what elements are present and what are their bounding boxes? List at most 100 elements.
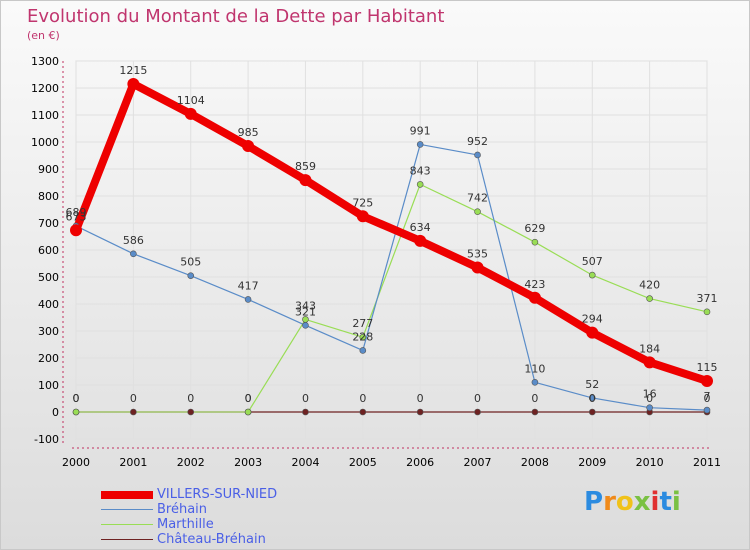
data-point bbox=[646, 404, 653, 411]
data-point bbox=[528, 291, 541, 304]
data-label: 505 bbox=[180, 256, 201, 269]
logo-letter: i bbox=[650, 487, 660, 517]
data-label: 535 bbox=[467, 248, 488, 261]
data-label: 0 bbox=[302, 392, 309, 405]
x-tick-label: 2007 bbox=[464, 456, 492, 469]
data-point bbox=[187, 408, 195, 416]
data-point bbox=[471, 261, 484, 274]
data-label: 417 bbox=[238, 279, 259, 292]
legend-label: VILLERS-SUR-NIED bbox=[157, 487, 278, 502]
data-point bbox=[646, 295, 653, 302]
data-label: 184 bbox=[639, 342, 660, 355]
y-tick-label: 500 bbox=[38, 271, 59, 284]
y-tick-label: 0 bbox=[52, 406, 59, 419]
data-label: 343 bbox=[295, 299, 316, 312]
data-point bbox=[703, 308, 711, 316]
legend-swatch bbox=[101, 539, 153, 540]
data-point bbox=[130, 408, 137, 416]
data-point bbox=[531, 378, 539, 386]
data-point bbox=[703, 406, 711, 414]
data-label: 115 bbox=[697, 361, 718, 374]
legend-label: Marthille bbox=[157, 517, 214, 532]
y-tick-label: 700 bbox=[38, 217, 59, 230]
data-label: 0 bbox=[589, 392, 596, 405]
legend-swatch bbox=[101, 509, 153, 510]
data-label: 0 bbox=[474, 392, 481, 405]
data-point bbox=[531, 238, 539, 246]
y-tick-label: 900 bbox=[38, 163, 59, 176]
y-tick-label: -100 bbox=[34, 433, 59, 446]
data-point bbox=[70, 224, 82, 237]
x-tick-label: 2006 bbox=[406, 456, 434, 469]
data-point bbox=[643, 356, 656, 369]
data-label: 321 bbox=[295, 305, 316, 318]
logo-letter: t bbox=[659, 487, 672, 517]
data-label: 0 bbox=[73, 392, 80, 405]
y-tick-label: 200 bbox=[38, 352, 59, 365]
data-point bbox=[474, 208, 481, 215]
data-label: 634 bbox=[410, 221, 431, 234]
data-label: 0 bbox=[245, 392, 252, 405]
data-label: 371 bbox=[697, 292, 718, 305]
data-point bbox=[588, 394, 596, 402]
data-point bbox=[244, 408, 252, 416]
data-label: 0 bbox=[245, 392, 252, 405]
data-label: 1215 bbox=[119, 64, 147, 77]
data-label: 742 bbox=[467, 192, 488, 205]
data-point bbox=[302, 408, 309, 416]
data-point bbox=[416, 141, 424, 148]
chart-subtitle: (en €) bbox=[27, 29, 60, 42]
data-point bbox=[416, 181, 424, 188]
data-point bbox=[187, 272, 195, 279]
data-point bbox=[359, 347, 367, 354]
data-label: 689 bbox=[66, 206, 87, 219]
data-label: 420 bbox=[639, 279, 660, 292]
legend-label: Château-Bréhain bbox=[157, 532, 266, 547]
proxiti-logo: Proxiti bbox=[584, 487, 681, 517]
data-point bbox=[474, 151, 481, 159]
legend-swatch bbox=[101, 524, 153, 525]
data-label: 1104 bbox=[177, 94, 205, 107]
x-tick-label: 2000 bbox=[62, 456, 90, 469]
x-tick-label: 2008 bbox=[521, 456, 549, 469]
logo-letter: x bbox=[633, 487, 651, 517]
data-point bbox=[416, 408, 424, 416]
data-point bbox=[244, 296, 252, 303]
x-tick-label: 2004 bbox=[291, 456, 319, 469]
data-label: 507 bbox=[582, 255, 603, 268]
y-tick-label: 300 bbox=[38, 325, 59, 338]
data-label: 110 bbox=[524, 362, 545, 375]
y-tick-label: 400 bbox=[38, 298, 59, 311]
data-label: 7 bbox=[704, 390, 711, 403]
y-tick-label: 800 bbox=[38, 190, 59, 203]
data-label: 52 bbox=[585, 378, 599, 391]
data-label: 725 bbox=[352, 196, 373, 209]
y-tick-label: 1300 bbox=[31, 55, 59, 68]
x-tick-label: 2011 bbox=[693, 456, 721, 469]
series-line bbox=[72, 79, 709, 385]
data-label: 0 bbox=[704, 392, 711, 405]
x-tick-label: 2002 bbox=[177, 456, 205, 469]
x-tick-label: 2010 bbox=[636, 456, 664, 469]
data-point bbox=[299, 174, 312, 187]
logo-letter: P bbox=[584, 487, 604, 517]
data-label: 0 bbox=[531, 392, 538, 405]
data-label: 991 bbox=[410, 124, 431, 137]
data-label: 952 bbox=[467, 135, 488, 148]
y-tick-label: 1000 bbox=[31, 136, 59, 149]
data-point bbox=[127, 77, 140, 90]
chart-title: Evolution du Montant de la Dette par Hab… bbox=[27, 6, 445, 27]
logo-letter: r bbox=[603, 487, 616, 517]
logo-letter: i bbox=[671, 487, 681, 517]
data-label: 228 bbox=[352, 330, 373, 343]
x-tick-label: 2009 bbox=[578, 456, 606, 469]
data-label: 16 bbox=[643, 388, 657, 401]
data-point bbox=[302, 322, 309, 329]
data-point bbox=[586, 326, 599, 339]
data-point bbox=[359, 408, 367, 416]
data-label: 0 bbox=[359, 392, 366, 405]
data-point bbox=[531, 408, 539, 416]
data-point bbox=[414, 234, 427, 247]
data-label: 277 bbox=[352, 317, 373, 330]
data-label: 0 bbox=[187, 392, 194, 405]
